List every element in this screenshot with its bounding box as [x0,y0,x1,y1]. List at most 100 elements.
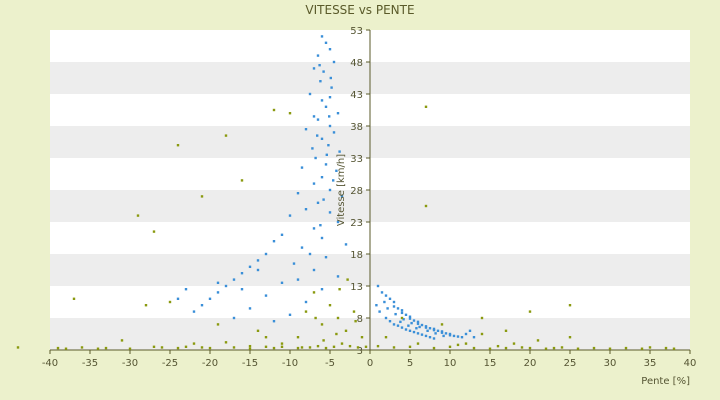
x-tick-label: 5 [407,358,413,369]
x-tick-label: -15 [242,358,258,369]
series-2-point [528,310,532,313]
series-1-point [300,166,304,169]
series-1-point [404,313,408,316]
series-2-point [152,345,156,348]
series-1-point [412,330,416,334]
series-2-point [256,329,260,332]
series-1-point [384,294,388,297]
series-2-point [576,347,580,350]
series-1-point [311,147,314,150]
series-1-point [428,336,432,339]
series-1-point [388,320,392,323]
x-tick-label: 25 [564,358,577,369]
series-1-point [216,281,220,284]
x-tick-label: 0 [367,358,373,369]
y-tick-label: 13 [350,282,363,293]
series-1-point [444,332,448,335]
series-1-point [418,325,421,329]
series-2-point [352,310,356,313]
series-1-point [296,192,300,195]
series-2-point [624,346,628,350]
series-2-point [346,278,349,281]
series-2-point [136,214,140,217]
series-1-point [300,246,304,249]
series-2-point [392,346,396,349]
series-1-point [320,176,324,179]
series-2-point [64,347,68,350]
series-1-point [328,211,332,214]
series-1-point [280,233,284,236]
series-1-point [328,96,332,99]
series-2-point [224,134,228,137]
series-2-point [248,347,252,350]
series-1-point [280,281,284,284]
series-2-point [248,344,252,348]
series-2-point [296,346,300,350]
series-1-point [320,288,324,291]
series-1-point [336,112,340,115]
series-1-point [392,300,396,304]
series-2-point [280,342,284,345]
series-1-point [316,134,319,137]
series-2-point [552,346,556,350]
series-2-point [496,344,500,348]
series-2-point [520,346,524,349]
series-1-point [325,153,328,156]
series-1-point [332,60,336,64]
series-1-point [318,64,321,67]
series-1-point [408,317,412,320]
series-1-point [424,326,428,329]
series-1-point [320,99,324,102]
series-1-point [452,334,456,338]
series-1-point [432,337,436,340]
series-1-point [329,76,332,80]
series-2-point [512,342,516,345]
series-1-point [322,70,325,73]
series-2-point [176,144,180,147]
series-2-point [168,300,172,304]
series-2-point [308,346,312,349]
series-1-point [324,256,328,259]
series-1-point [448,332,452,336]
series-2-point [640,347,644,350]
series-1-point [192,310,196,313]
series-1-point [328,124,332,128]
x-tick-label: -35 [82,358,98,369]
series-1-point [336,220,340,224]
series-1-point [328,115,331,118]
series-2-point [56,346,60,350]
series-1-point [394,312,397,316]
series-2-point [304,310,308,313]
series-1-point [426,329,429,332]
series-2-point [648,346,652,349]
series-1-point [322,198,325,201]
series-1-point [378,310,381,313]
series-1-point [424,325,428,328]
y-tick-label: 38 [350,122,363,133]
series-2-point [340,342,344,345]
series-1-point [400,326,404,329]
series-2-point [338,288,341,291]
series-2-point [200,346,204,349]
series-1-point [324,41,328,44]
series-1-point [312,182,316,185]
series-2-point [96,347,100,350]
series-2-point [192,342,196,345]
series-2-point [160,346,164,349]
series-2-point [264,345,268,348]
series-1-point [388,297,392,300]
series-1-point [312,67,316,70]
series-2-point [272,108,276,112]
series-1-point [272,320,276,323]
x-tick-label: 40 [684,358,697,369]
series-1-point [216,291,220,294]
y-tick-label: 28 [350,186,363,197]
series-1-point [328,48,332,51]
series-2-point [280,345,284,348]
series-1-point [420,323,424,327]
series-1-point [176,297,180,300]
series-2-point [568,304,572,307]
series-1-point [416,332,420,335]
series-1-point [392,323,396,326]
